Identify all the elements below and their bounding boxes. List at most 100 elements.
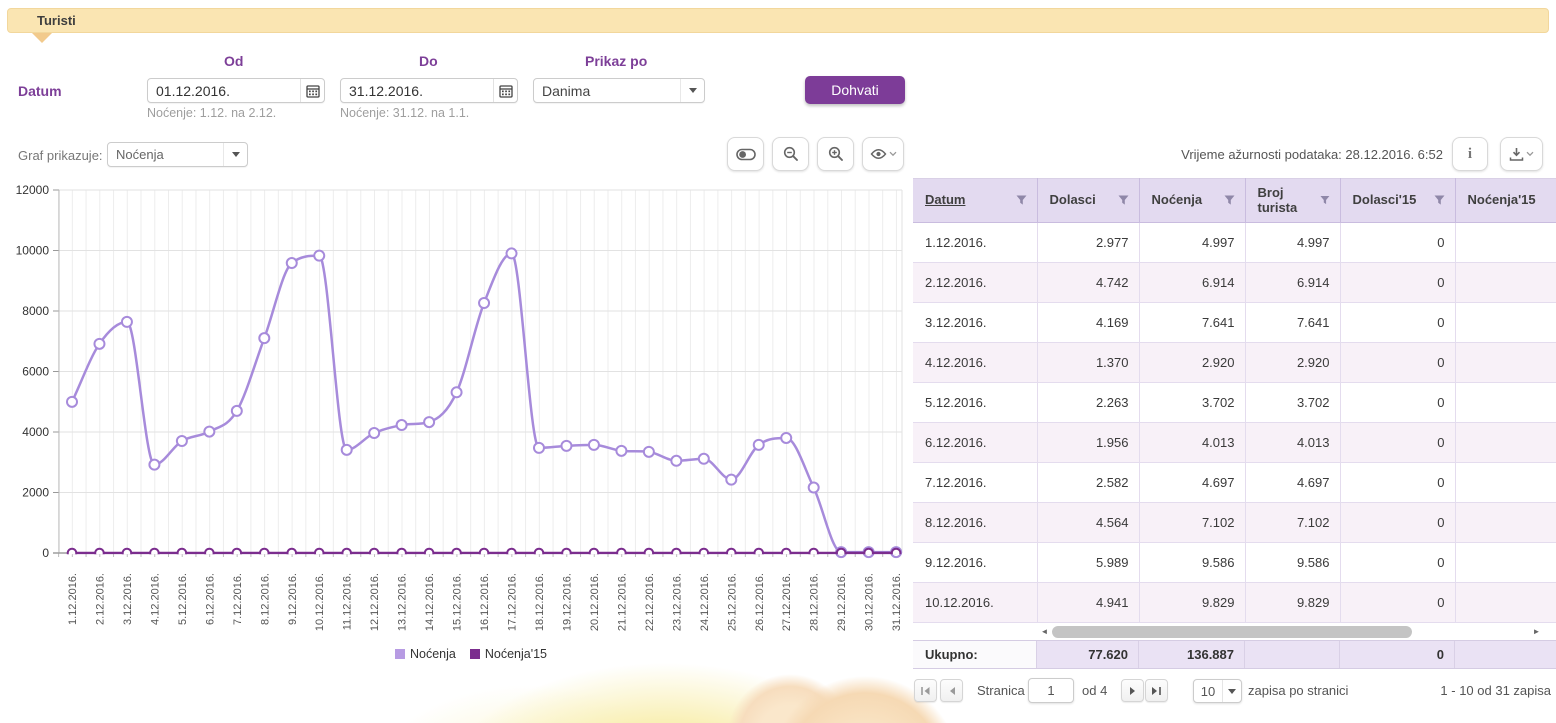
od-calendar-icon[interactable] <box>300 79 324 102</box>
svg-text:8000: 8000 <box>22 304 49 318</box>
table-row[interactable]: 5.12.2016. 2.263 3.702 3.702 0 <box>913 382 1556 423</box>
table-horizontal-scrollbar[interactable]: ◄ ► <box>1038 625 1543 639</box>
filter-icon <box>1224 195 1234 205</box>
prikaz-po-select[interactable]: Danima <box>533 78 705 103</box>
table-row[interactable]: 4.12.2016. 1.370 2.920 2.920 0 <box>913 342 1556 383</box>
zoom-out-button[interactable] <box>772 137 809 171</box>
svg-text:22.12.2016.: 22.12.2016. <box>644 573 656 631</box>
table-row[interactable]: 3.12.2016. 4.169 7.641 7.641 0 <box>913 302 1556 343</box>
svg-text:1.12.2016.: 1.12.2016. <box>67 573 79 625</box>
column-header-5[interactable]: Noćenja'15 <box>1455 178 1556 223</box>
graf-prikazuje-select[interactable]: Noćenja <box>107 142 248 167</box>
page-count-label: od 4 <box>1082 683 1108 698</box>
scrollbar-thumb[interactable] <box>1052 626 1412 638</box>
svg-text:16.12.2016.: 16.12.2016. <box>479 573 491 631</box>
table-row[interactable]: 10.12.2016. 4.941 9.829 9.829 0 <box>913 582 1556 623</box>
column-header-4[interactable]: Dolasci'15 <box>1340 178 1456 223</box>
svg-text:20.12.2016.: 20.12.2016. <box>589 573 601 631</box>
data-table-panel: Datum Dolasci Noćenja Broj turista Dolasci'1… <box>913 178 1556 723</box>
svg-text:6000: 6000 <box>22 365 49 379</box>
stranica-label: Stranica <box>977 683 1025 698</box>
svg-text:9.12.2016.: 9.12.2016. <box>287 573 299 625</box>
tourist-data-table: Datum Dolasci Noćenja Broj turista Dolasci'1… <box>913 178 1556 623</box>
column-header-2[interactable]: Noćenja <box>1139 178 1246 223</box>
do-hint: Noćenje: 31.12. na 1.1. <box>340 106 470 120</box>
first-page-button[interactable] <box>914 679 937 702</box>
datum-row-label: Datum <box>18 83 62 99</box>
filter-icon <box>1434 195 1444 205</box>
page-number-input[interactable] <box>1028 678 1074 703</box>
export-button[interactable] <box>1500 137 1543 171</box>
prev-page-button[interactable] <box>940 679 963 702</box>
svg-text:14.12.2016.: 14.12.2016. <box>424 573 436 631</box>
next-page-button[interactable] <box>1121 679 1144 702</box>
scroll-right-icon[interactable]: ► <box>1532 627 1541 636</box>
chevron-down-icon <box>231 152 240 157</box>
svg-text:15.12.2016.: 15.12.2016. <box>452 573 464 631</box>
zoom-in-icon <box>828 146 843 161</box>
header-pointer <box>32 33 52 43</box>
od-date-input[interactable]: 01.12.2016. <box>147 78 325 103</box>
zoom-in-button[interactable] <box>817 137 854 171</box>
do-calendar-icon[interactable] <box>493 79 517 102</box>
chevron-down-icon <box>1526 151 1534 157</box>
column-header-1[interactable]: Dolasci <box>1037 178 1140 223</box>
svg-text:3.12.2016.: 3.12.2016. <box>122 573 134 625</box>
table-row[interactable]: 2.12.2016. 4.742 6.914 6.914 0 <box>913 262 1556 303</box>
svg-text:11.12.2016.: 11.12.2016. <box>342 573 354 630</box>
svg-text:10.12.2016.: 10.12.2016. <box>314 573 326 631</box>
table-row[interactable]: 1.12.2016. 2.977 4.997 4.997 0 <box>913 222 1556 263</box>
svg-text:13.12.2016.: 13.12.2016. <box>397 573 409 631</box>
legend-item: Noćenja'15 <box>469 647 547 661</box>
table-row[interactable]: 7.12.2016. 2.582 4.697 4.697 0 <box>913 462 1556 503</box>
svg-text:30.12.2016.: 30.12.2016. <box>864 573 876 631</box>
table-row[interactable]: 8.12.2016. 4.564 7.102 7.102 0 <box>913 502 1556 543</box>
chart-legend: Noćenja Noćenja'15 <box>16 647 926 661</box>
legend-item: Noćenja <box>394 647 456 661</box>
dohvati-button[interactable]: Dohvati <box>805 76 905 104</box>
chart-toggle-button[interactable] <box>727 137 764 171</box>
do-label: Do <box>419 53 438 69</box>
legend-swatch <box>469 649 480 659</box>
svg-text:2000: 2000 <box>22 486 49 500</box>
scroll-left-icon[interactable]: ◄ <box>1040 627 1049 636</box>
svg-text:21.12.2016.: 21.12.2016. <box>616 573 628 631</box>
do-date-input[interactable]: 31.12.2016. <box>340 78 518 103</box>
svg-text:26.12.2016.: 26.12.2016. <box>754 573 766 631</box>
chevron-down-icon <box>688 88 697 93</box>
svg-text:23.12.2016.: 23.12.2016. <box>671 573 683 631</box>
info-button[interactable]: i <box>1452 137 1488 171</box>
page-header-bar[interactable]: Turisti <box>7 8 1549 33</box>
od-hint: Noćenje: 1.12. na 2.12. <box>147 106 277 120</box>
line-chart[interactable]: 0 2000 4000 6000 8000 10000 12000 1.12.2016. 2.1… <box>0 180 910 645</box>
column-header-0[interactable]: Datum <box>913 178 1038 223</box>
svg-text:17.12.2016.: 17.12.2016. <box>507 573 519 631</box>
page-size-label: zapisa po stranici <box>1248 683 1349 698</box>
filter-icon <box>1320 196 1330 205</box>
svg-text:12.12.2016.: 12.12.2016. <box>369 573 381 631</box>
page-title: Turisti <box>37 13 76 28</box>
page-size-select[interactable]: 10 <box>1193 679 1242 703</box>
svg-text:12000: 12000 <box>16 183 50 197</box>
series-visibility-button[interactable] <box>862 137 904 171</box>
filter-icon <box>1016 195 1026 205</box>
download-icon <box>1509 148 1524 161</box>
prikaz-po-label: Prikaz po <box>585 53 648 69</box>
last-page-button[interactable] <box>1145 679 1168 702</box>
od-label: Od <box>224 53 244 69</box>
zoom-out-icon <box>783 146 798 161</box>
toggle-icon <box>735 148 756 160</box>
table-row[interactable]: 6.12.2016. 1.956 4.013 4.013 0 <box>913 422 1556 463</box>
svg-text:4.12.2016.: 4.12.2016. <box>149 573 161 625</box>
svg-text:6.12.2016.: 6.12.2016. <box>204 573 216 625</box>
svg-text:29.12.2016.: 29.12.2016. <box>836 573 848 631</box>
svg-text:8.12.2016.: 8.12.2016. <box>259 573 271 625</box>
svg-text:24.12.2016.: 24.12.2016. <box>699 573 711 631</box>
column-header-3[interactable]: Broj turista <box>1245 178 1341 223</box>
data-freshness-label: Vrijeme ažurnosti podataka: 28.12.2016. … <box>1181 147 1443 162</box>
legend-swatch <box>394 649 405 659</box>
table-row[interactable]: 9.12.2016. 5.989 9.586 9.586 0 <box>913 542 1556 583</box>
svg-text:0: 0 <box>42 546 49 560</box>
svg-text:28.12.2016.: 28.12.2016. <box>809 573 821 631</box>
svg-text:10000: 10000 <box>16 244 50 258</box>
